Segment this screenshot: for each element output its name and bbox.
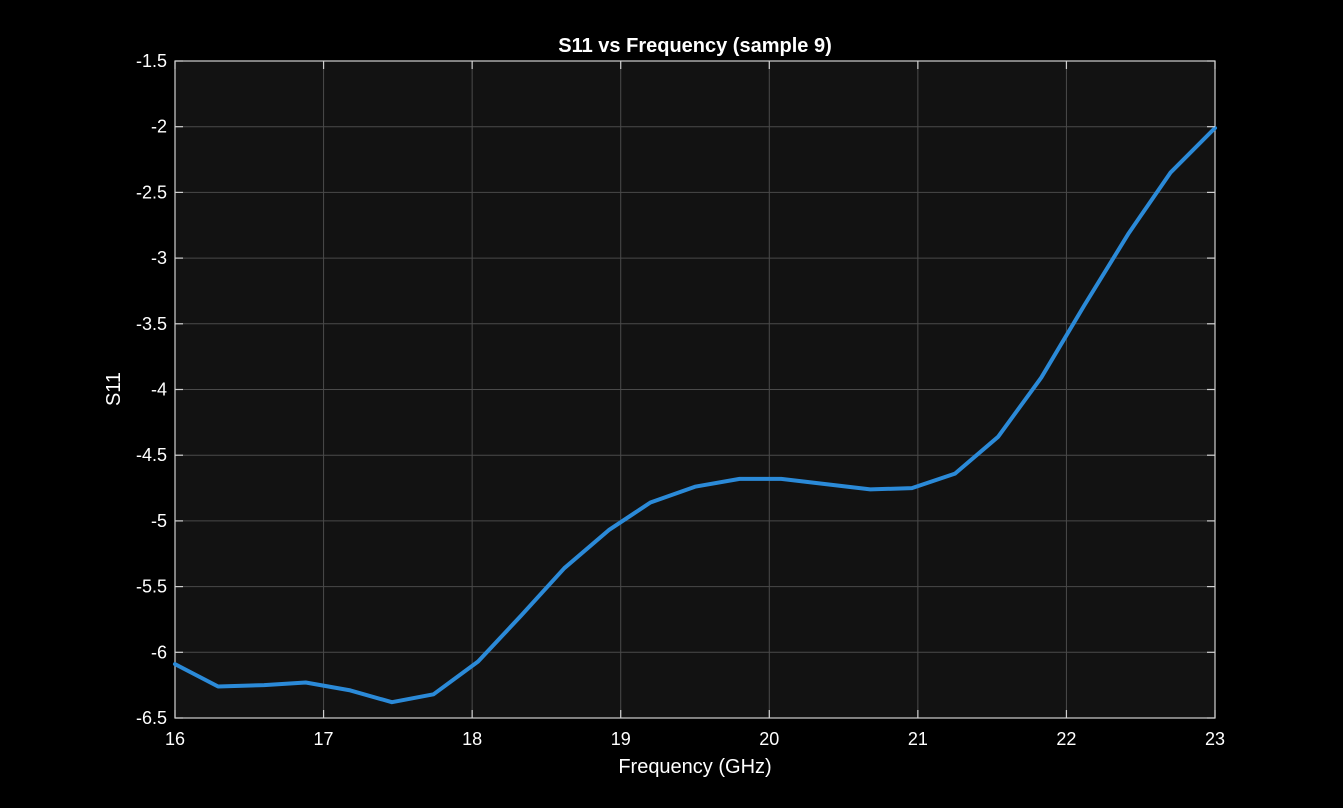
y-tick-label: -4: [151, 380, 167, 400]
y-tick-label: -6.5: [136, 708, 167, 728]
x-tick-label: 18: [462, 729, 482, 749]
x-tick-labels: 16 17 18 19 20 21 22 23: [165, 61, 1225, 749]
x-tick-label: 17: [314, 729, 334, 749]
y-tick-labels: -1.5 -2 -2.5 -3 -3.5 -4 -4.5 -5 -5.5 -6 -6.5: [136, 51, 1215, 728]
x-tick-label: 22: [1056, 729, 1076, 749]
chart-title: S11 vs Frequency (sample 9): [558, 35, 831, 57]
x-tick-label: 21: [908, 729, 928, 749]
y-tick-label: -5: [151, 511, 167, 531]
y-tick-label: -2.5: [136, 182, 167, 202]
y-tick-label: -1.5: [136, 51, 167, 71]
series-group: [173, 126, 1217, 705]
y-tick-label: -5.5: [136, 577, 167, 597]
y-axis-label: S11: [103, 372, 125, 406]
y-tick-label: -3: [151, 248, 167, 268]
series-line-0: [173, 126, 1217, 705]
x-axis-label: Frequency (GHz): [618, 756, 771, 778]
y-tick-label: -3.5: [136, 314, 167, 334]
y-gridlines: [175, 126, 1215, 653]
x-tick-label: 23: [1205, 729, 1225, 749]
x-tick-label: 19: [611, 729, 631, 749]
y-tick-label: -2: [151, 117, 167, 137]
x-tick-label: 20: [759, 729, 779, 749]
y-tick-label: -6: [151, 642, 167, 662]
x-tick-label: 16: [165, 729, 185, 749]
y-tick-label: -4.5: [136, 445, 167, 465]
